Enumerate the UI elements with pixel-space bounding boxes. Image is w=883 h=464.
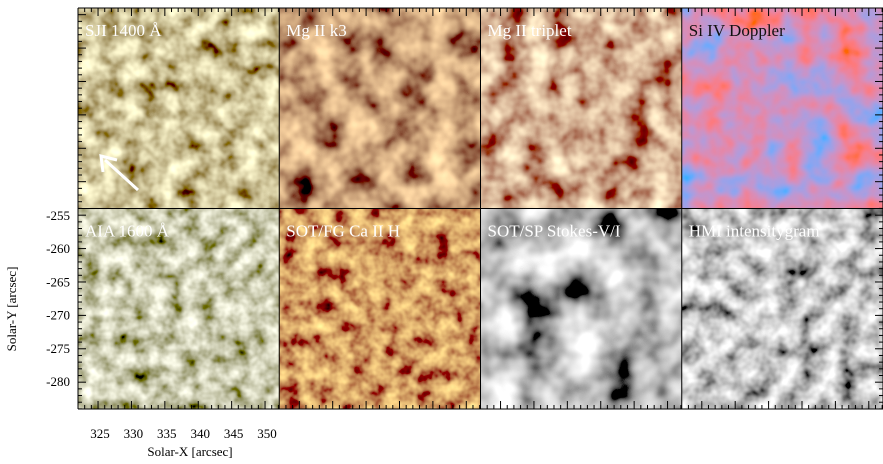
figure: SJI 1400 Å Mg II k3 Mg II triplet Si IV Dop… [0,0,883,464]
x-tick-label: 340 [190,426,210,441]
y-tick-label: -265 [46,274,70,289]
x-tick-label: 335 [157,426,177,441]
panel-label: HMI intensitygram [689,222,820,241]
y-tick-label: -275 [46,341,70,356]
y-tick-label: -260 [46,241,70,256]
x-tick-label: 345 [224,426,244,441]
y-tick-label: -255 [46,208,70,223]
y-tick-label: -270 [46,308,70,323]
x-tick-label: 330 [124,426,144,441]
panel-label: Mg II triplet [488,21,572,40]
panel-label: Mg II k3 [286,21,346,40]
x-axis-label: Solar-X [arcsec] [147,444,232,459]
panel-label: SJI 1400 Å [85,21,162,40]
x-tick-label: 350 [257,426,277,441]
panel-label: Si IV Doppler [689,21,785,40]
y-tick-label: -280 [46,374,70,389]
panel-label: SOT/FG Ca II H [286,222,400,241]
panel-label: AIA 1600 Å [85,222,170,241]
y-axis-label: Solar-Y [arcsec] [4,267,19,352]
panel-label: SOT/SP Stokes-V/I [488,222,621,241]
x-tick-label: 325 [90,426,110,441]
